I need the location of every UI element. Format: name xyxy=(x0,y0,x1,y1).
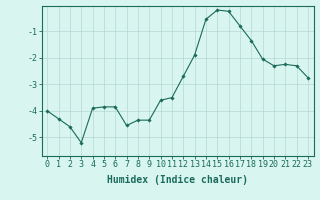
X-axis label: Humidex (Indice chaleur): Humidex (Indice chaleur) xyxy=(107,175,248,185)
